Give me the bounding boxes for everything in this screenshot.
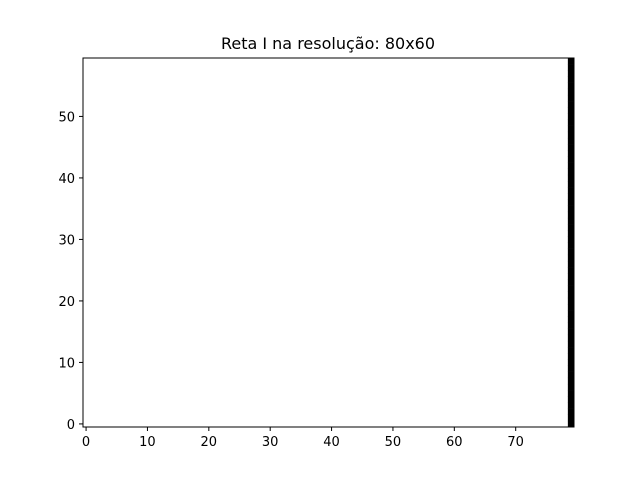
- x-tick-label: 0: [82, 435, 90, 450]
- line-pixel: [567, 285, 574, 292]
- line-pixel: [567, 359, 574, 366]
- line-pixel: [567, 279, 574, 286]
- line-pixel: [567, 113, 574, 120]
- line-pixel: [567, 402, 574, 409]
- line-pixel: [567, 230, 574, 237]
- line-pixel: [567, 267, 574, 274]
- line-pixel: [567, 365, 574, 372]
- x-tick-label: 10: [139, 435, 156, 450]
- x-tick-label: 60: [446, 435, 463, 450]
- x-tick-label: 40: [323, 435, 340, 450]
- line-pixel: [567, 353, 574, 360]
- line-pixel: [567, 119, 574, 126]
- y-tick-label: 0: [67, 418, 75, 433]
- line-pixel: [567, 193, 574, 200]
- line-pixel: [567, 248, 574, 256]
- x-tick-label: 20: [201, 435, 218, 450]
- line-pixel: [567, 328, 574, 336]
- line-pixel: [567, 316, 574, 323]
- line-pixel: [567, 107, 574, 114]
- line-pixel: [567, 211, 574, 219]
- x-axis: 0 10 20 30 40 50 60 70: [82, 427, 524, 450]
- chart-title: Reta I na resolução: 80x60: [221, 34, 435, 53]
- plot-frame: [82, 57, 575, 428]
- line-pixel: [567, 168, 574, 176]
- line-pixel: [567, 236, 574, 243]
- line-pixel: [567, 156, 574, 163]
- y-tick-label: 30: [58, 233, 75, 248]
- line-pixel: [567, 420, 574, 428]
- line-pixel: [567, 144, 574, 151]
- line-pixel: [567, 76, 574, 83]
- line-pixel: [567, 254, 574, 262]
- line-pixel: [567, 162, 574, 169]
- line-pixel: [567, 125, 574, 133]
- line-pixel: [567, 131, 574, 139]
- line-pixel: [567, 377, 574, 385]
- line-pixel: [567, 70, 574, 77]
- line-pixel: [567, 291, 574, 299]
- line-pixel: [567, 187, 574, 194]
- line-pixel: [567, 340, 574, 348]
- line-pixel: [567, 181, 574, 188]
- y-tick-label: 40: [58, 172, 75, 187]
- line-pixel: [567, 88, 574, 96]
- line-pixel: [567, 408, 574, 415]
- line-pixel: [567, 150, 574, 157]
- x-tick-label: 70: [507, 435, 524, 450]
- line-pixel: [567, 242, 574, 249]
- line-pixel: [567, 396, 574, 403]
- line-pixel: [567, 224, 574, 231]
- line-pixel: [567, 383, 574, 391]
- line-pixel: [567, 58, 574, 65]
- line-pixel: [567, 304, 574, 311]
- line-pixel: [567, 297, 574, 305]
- line-pixel: [567, 347, 574, 354]
- line-pixel: [567, 310, 574, 317]
- line-pixel: [567, 82, 574, 90]
- plot-background: [83, 58, 574, 427]
- line-pixel: [567, 322, 574, 329]
- line-pixel: [567, 260, 574, 268]
- y-tick-label: 10: [58, 356, 75, 371]
- line-pixel: [567, 199, 574, 206]
- line-pixel: [567, 64, 574, 71]
- line-pixel: [567, 334, 574, 342]
- y-tick-label: 20: [58, 295, 75, 310]
- line-pixel: [567, 205, 574, 213]
- y-tick-label: 50: [58, 110, 75, 125]
- line-pixel: [567, 273, 574, 280]
- line-pixel: [567, 390, 574, 397]
- x-tick-label: 30: [262, 435, 279, 450]
- x-tick-label: 50: [385, 435, 402, 450]
- plot-area: [82, 57, 575, 428]
- line-pixel: [567, 101, 574, 108]
- line-pixel: [567, 414, 574, 422]
- line-pixel: [567, 217, 574, 225]
- line-pixel: [567, 371, 574, 379]
- line-pixel: [567, 174, 574, 182]
- line-pixel: [567, 137, 574, 145]
- y-axis: 0 10 20 30 40 50: [58, 110, 83, 433]
- line-pixel: [567, 94, 574, 102]
- raster-pixels: [567, 58, 574, 428]
